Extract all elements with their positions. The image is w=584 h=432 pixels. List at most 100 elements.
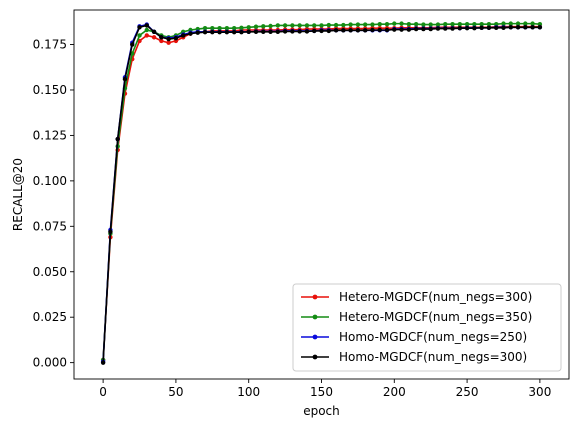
data-point: [282, 29, 288, 34]
data-point: [144, 33, 149, 38]
data-point: [275, 23, 281, 28]
data-point: [180, 33, 186, 38]
legend-item: Homo-MGDCF(num_negs=300): [301, 350, 527, 364]
legend-label: Homo-MGDCF(num_negs=300): [339, 350, 527, 364]
data-point: [224, 25, 230, 31]
data-point: [464, 21, 470, 27]
data-point: [370, 22, 375, 27]
x-tick-label: 300: [528, 385, 551, 399]
data-point: [326, 28, 331, 34]
y-tick-label: 0.000: [33, 356, 67, 370]
data-point: [333, 22, 339, 28]
x-tick-label: 250: [456, 385, 479, 399]
data-point: [137, 33, 142, 38]
data-point: [312, 23, 317, 28]
data-point: [268, 29, 273, 35]
data-point: [253, 24, 259, 29]
data-point: [333, 28, 339, 33]
data-point: [159, 35, 164, 40]
legend-item: Hetero-MGDCF(num_negs=300): [301, 290, 532, 304]
data-point: [268, 23, 273, 29]
x-axis-label: epoch: [303, 404, 340, 418]
data-point: [326, 22, 331, 28]
data-point: [348, 22, 353, 27]
data-point: [464, 25, 470, 31]
data-point: [282, 23, 288, 28]
data-point: [210, 29, 215, 35]
legend-item: Hetero-MGDCF(num_negs=350): [301, 310, 532, 324]
y-tick-label: 0.025: [33, 310, 67, 324]
data-point: [523, 21, 528, 26]
data-point: [377, 27, 382, 33]
data-point: [297, 29, 302, 34]
data-point: [384, 27, 390, 33]
y-tick-label: 0.050: [33, 265, 67, 279]
data-point: [392, 21, 397, 26]
legend-swatch-marker: [312, 294, 318, 300]
data-point: [501, 25, 506, 31]
data-point: [399, 21, 404, 26]
data-point: [246, 25, 251, 30]
data-point: [100, 360, 106, 365]
data-point: [494, 21, 499, 27]
legend-label: Hetero-MGDCF(num_negs=300): [339, 290, 532, 304]
y-tick-label: 0.150: [33, 83, 67, 97]
data-point: [348, 28, 353, 33]
data-point: [494, 25, 499, 31]
data-point: [304, 23, 310, 28]
data-point: [472, 21, 477, 27]
data-point: [392, 27, 397, 32]
data-point: [370, 27, 375, 33]
data-point: [530, 21, 535, 26]
data-point: [166, 40, 171, 45]
data-point: [479, 21, 484, 27]
y-tick-label: 0.175: [33, 38, 67, 52]
legend-swatch-marker: [312, 314, 318, 320]
data-point: [137, 25, 142, 30]
data-point: [261, 24, 266, 29]
data-point: [472, 25, 477, 31]
data-point: [151, 29, 157, 35]
data-point: [515, 21, 521, 26]
x-tick-label: 50: [168, 385, 183, 399]
data-point: [246, 29, 251, 35]
data-point: [290, 29, 295, 34]
data-point: [239, 25, 244, 31]
data-point: [406, 27, 412, 32]
data-point: [501, 21, 506, 26]
data-point: [217, 29, 222, 35]
data-point: [253, 29, 259, 35]
data-point: [428, 22, 433, 27]
x-tick-label: 100: [237, 385, 260, 399]
data-point: [210, 25, 215, 31]
data-point: [457, 21, 463, 27]
data-point: [304, 29, 310, 34]
data-point: [355, 28, 361, 33]
data-point: [443, 26, 448, 31]
data-point: [195, 30, 200, 35]
data-point: [159, 38, 164, 44]
data-point: [122, 76, 128, 82]
data-point: [523, 25, 528, 30]
data-point: [421, 26, 426, 32]
data-point: [421, 22, 426, 27]
y-axis-label: RECALL@20: [11, 158, 25, 231]
data-point: [144, 23, 149, 28]
data-point: [486, 21, 492, 27]
data-point: [384, 21, 390, 27]
data-point: [202, 29, 208, 35]
y-tick-label: 0.075: [33, 219, 67, 233]
data-point: [312, 28, 317, 34]
plot-area: [100, 21, 543, 365]
data-point: [166, 36, 171, 42]
data-point: [362, 22, 368, 27]
data-point: [217, 25, 222, 31]
x-tick-label: 200: [383, 385, 406, 399]
data-point: [508, 25, 513, 30]
data-point: [435, 22, 441, 27]
x-tick-label: 0: [99, 385, 107, 399]
data-point: [406, 21, 412, 27]
data-point: [413, 26, 419, 32]
data-point: [413, 21, 419, 27]
